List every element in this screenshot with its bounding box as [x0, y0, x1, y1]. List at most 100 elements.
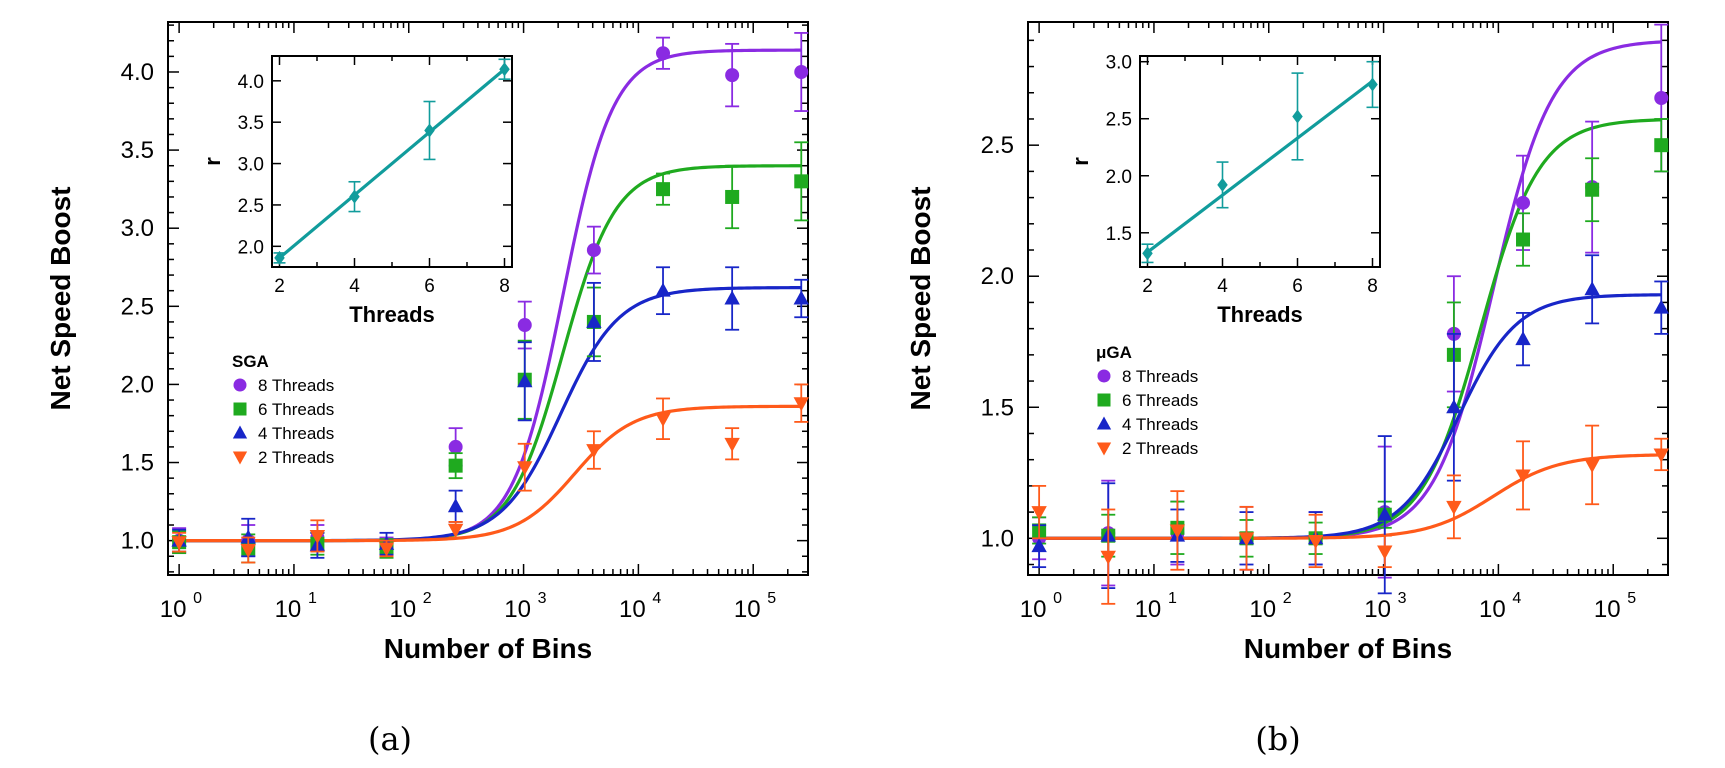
- data-point: [517, 373, 533, 388]
- inset-x-tick-label: 2: [1142, 276, 1153, 297]
- inset-x-tick-label: 2: [274, 276, 285, 297]
- legend-label-2: 2 Threads: [1122, 439, 1198, 458]
- plot-frame: [167, 21, 809, 576]
- inset-y-tick-label: 2.5: [238, 196, 264, 217]
- data-point: [586, 313, 602, 328]
- data-point: [1584, 458, 1600, 473]
- inset-x-axis-title: Threads: [349, 302, 435, 327]
- legend-title: SGA: [232, 352, 269, 371]
- legend-label-6: 6 Threads: [258, 400, 334, 419]
- inset-ticks: [272, 56, 512, 267]
- y-tick-label: 1.0: [981, 525, 1014, 552]
- legend-label-6: 6 Threads: [1122, 391, 1198, 410]
- inset-y-axis-title: r: [200, 157, 225, 166]
- fit-curve-2-threads: [1039, 453, 1662, 540]
- x-tick-label: 10: [1364, 596, 1391, 623]
- inset-fit-line: [278, 68, 506, 260]
- x-tick-exponent: 3: [538, 590, 547, 607]
- inset-x-tick-label: 8: [499, 276, 510, 297]
- data-point: [1654, 138, 1669, 153]
- data-point: [724, 437, 740, 452]
- x-tick-label: 10: [1479, 596, 1506, 623]
- inset-data-point: [1367, 77, 1378, 92]
- data-point: [794, 64, 809, 79]
- inset: 2 4 6 8 2.0 2.5 3.0 3.5 4.0 Threads r: [200, 55, 513, 327]
- data-point: [1377, 545, 1393, 560]
- x-ticks: [178, 22, 809, 575]
- inset-y-axis-title: r: [1068, 157, 1093, 166]
- data-point: [793, 397, 809, 412]
- x-tick-exponent: 3: [1398, 590, 1407, 607]
- data-point: [240, 544, 256, 559]
- x-tick-exponent: 2: [423, 590, 432, 607]
- x-axis-title: Number of Bins: [384, 633, 592, 664]
- y-axis-title: Net Speed Boost: [45, 186, 76, 410]
- x-tick-label: 10: [504, 596, 531, 623]
- x-tick-label: 10: [1135, 596, 1162, 623]
- inset: 2 4 6 8 1.5 2.0 2.5 3.0 Threads r: [1068, 53, 1381, 327]
- y-tick-label: 1.5: [981, 394, 1014, 421]
- legend-marker-8: [1097, 369, 1111, 383]
- data-point: [656, 182, 671, 197]
- legend-marker-6: [1097, 393, 1111, 407]
- data-point: [1515, 331, 1531, 346]
- y-tick-label: 1.0: [121, 528, 154, 555]
- x-tick-label: 10: [619, 596, 646, 623]
- x-tick-exponent: 2: [1283, 590, 1292, 607]
- data-point: [171, 536, 187, 551]
- legend-marker-4: [232, 425, 248, 439]
- x-tick-exponent: 5: [767, 590, 776, 607]
- x-tick-label: 10: [160, 596, 187, 623]
- data-point: [1100, 550, 1116, 565]
- panel-caption: (a): [368, 720, 412, 758]
- x-ticks: [1038, 22, 1669, 575]
- x-tick-exponent: 5: [1627, 590, 1636, 607]
- data-point: [1446, 500, 1462, 515]
- data-point: [1653, 299, 1669, 314]
- legend-label-8: 8 Threads: [258, 376, 334, 395]
- x-tick-exponent: 0: [193, 590, 202, 607]
- data-point: [586, 243, 601, 258]
- x-tick-label: 10: [734, 596, 761, 623]
- x-tick-label: 10: [389, 596, 416, 623]
- data-point: [725, 189, 740, 204]
- inset-y-tick-label: 2.5: [1106, 110, 1132, 131]
- data-point: [1238, 532, 1255, 547]
- data-point: [447, 498, 464, 513]
- data-point: [724, 290, 740, 305]
- data-point: [1516, 232, 1531, 247]
- data-point: [378, 542, 395, 557]
- y-tick-label: 2.0: [981, 263, 1014, 290]
- legend-label-2: 2 Threads: [258, 448, 334, 467]
- data-point: [517, 461, 533, 476]
- inset-data-point: [499, 62, 510, 77]
- y-tick-label: 3.0: [121, 215, 154, 242]
- inset-data-point: [1217, 177, 1228, 192]
- data-point: [725, 68, 740, 83]
- inset-y-tick-label: 1.5: [1106, 224, 1132, 245]
- y-tick-label: 3.5: [121, 137, 154, 164]
- inset-x-tick-label: 8: [1367, 276, 1378, 297]
- x-tick-exponent: 1: [308, 590, 317, 607]
- data-point: [1653, 448, 1669, 463]
- legend-marker-4: [1096, 416, 1112, 430]
- inset-x-tick-label: 6: [424, 276, 435, 297]
- data-point: [794, 174, 809, 189]
- inset-x-axis-title: Threads: [1217, 302, 1303, 327]
- data-point: [1031, 538, 1047, 553]
- data-point: [517, 318, 532, 333]
- x-tick-exponent: 0: [1053, 590, 1062, 607]
- inset-data-point: [1142, 246, 1153, 261]
- data-point: [1307, 534, 1324, 549]
- data-point: [1446, 399, 1462, 414]
- y-tick-label: 1.5: [121, 450, 154, 477]
- legend-marker-2: [232, 451, 248, 465]
- data-point: [448, 458, 463, 473]
- inset-y-tick-label: 3.0: [1106, 53, 1132, 74]
- x-tick-exponent: 1: [1168, 590, 1177, 607]
- legend-title: μGA: [1096, 343, 1132, 362]
- series-2-threads: [171, 383, 809, 564]
- data-point: [240, 529, 256, 544]
- series-2-threads: [1031, 424, 1669, 605]
